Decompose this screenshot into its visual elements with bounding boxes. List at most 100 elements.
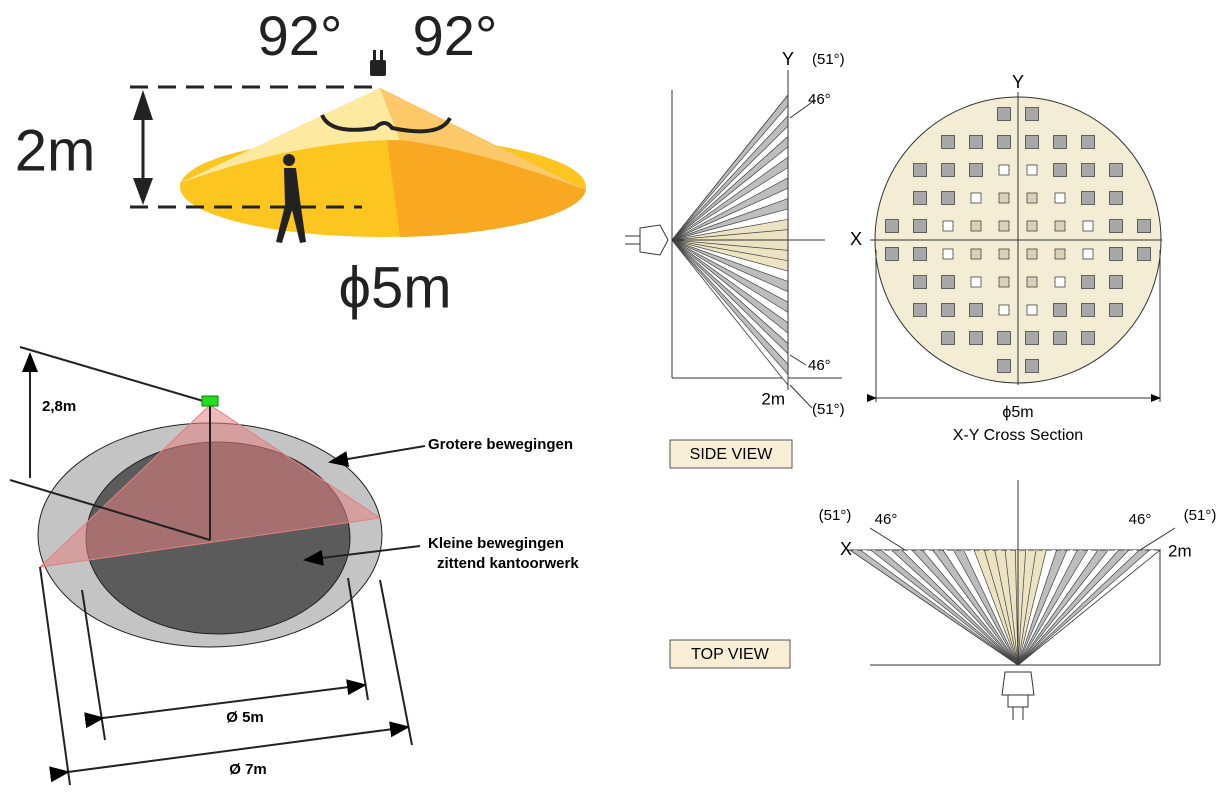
zone-square <box>941 303 955 317</box>
fan-ray <box>1017 549 1109 666</box>
sensor-pins <box>1012 707 1024 720</box>
axis-label: Y <box>1012 72 1024 92</box>
fan-ray <box>671 239 789 282</box>
arrow-heads <box>133 90 153 205</box>
angle-label: (51°) <box>819 507 852 524</box>
zone-square <box>1054 248 1066 260</box>
fan-ray <box>671 239 789 344</box>
zone-label: Kleine bewegingen <box>428 535 564 552</box>
fan-ray <box>1017 549 1027 666</box>
fan-ray <box>671 187 789 241</box>
fan-ray <box>671 239 789 272</box>
zone-square <box>942 248 954 260</box>
fan-ray <box>671 239 789 324</box>
fan-ray <box>671 115 789 241</box>
fan-ray <box>671 239 789 375</box>
fan-ray <box>880 549 1019 666</box>
zone-square <box>913 247 927 261</box>
angle-arc <box>320 114 452 134</box>
fan-ray <box>901 549 1019 666</box>
person <box>276 154 306 243</box>
fan-ray <box>1004 549 1019 666</box>
axis-label: Y <box>782 49 794 69</box>
zone-square <box>1054 276 1066 288</box>
caption-box <box>669 639 791 669</box>
zone-square <box>1137 247 1151 261</box>
zone-square <box>997 135 1011 149</box>
zone-square <box>1054 220 1066 232</box>
fan-ray <box>671 208 789 241</box>
zone-square <box>1026 276 1038 288</box>
line <box>19 346 211 404</box>
iso-diagram: 2,8m Grotere bewegingen Kleine beweginge… <box>9 346 579 786</box>
fan-ray <box>1017 549 1140 666</box>
fan-ray <box>671 239 789 386</box>
fan-ray <box>994 549 1019 666</box>
zone-square <box>997 107 1011 121</box>
fan-ray <box>671 239 789 303</box>
fan-ray <box>671 105 789 241</box>
dimension-line <box>39 566 71 786</box>
fan-ray <box>953 549 1019 666</box>
zone-square <box>1025 135 1039 149</box>
fan-ray <box>932 549 1019 666</box>
zone-square <box>941 331 955 345</box>
diameter-label: ϕ5m <box>338 255 451 320</box>
fan-ray <box>1017 549 1078 666</box>
zone-square <box>941 275 955 289</box>
pointer-arrow <box>328 445 426 467</box>
distance-label: 2m <box>1168 541 1192 560</box>
fan-ray <box>671 136 789 241</box>
fan-ray <box>1017 549 1068 666</box>
fan-ray <box>671 229 789 241</box>
zone-square <box>913 303 927 317</box>
zone-square <box>997 359 1011 373</box>
fan-ray <box>1017 549 1088 666</box>
zone-square <box>941 191 955 205</box>
zone-square <box>1025 331 1039 345</box>
fan-ray <box>671 177 789 241</box>
sensor-icon <box>370 50 386 76</box>
zone-square <box>998 276 1010 288</box>
zone-square <box>997 331 1011 345</box>
caption: X-Y Cross Section <box>953 427 1083 444</box>
zone-square <box>885 247 899 261</box>
fan-ray <box>671 125 789 241</box>
fan-ray <box>973 549 1019 666</box>
zone-square <box>1053 163 1067 177</box>
fan-ray <box>1017 549 1099 666</box>
fan-ray <box>671 239 789 365</box>
angle-label: 92° <box>413 4 498 67</box>
fan-ray <box>671 239 789 262</box>
fan-ray <box>671 239 789 334</box>
zone-square <box>1109 219 1123 233</box>
zone-square <box>969 135 983 149</box>
zone-square <box>998 304 1010 316</box>
side-view <box>625 70 842 469</box>
caption: SIDE VIEW <box>690 446 774 463</box>
zone-square <box>1137 219 1151 233</box>
zone-square <box>1053 303 1067 317</box>
fan-ray <box>870 549 1019 666</box>
zone-square <box>1026 164 1038 176</box>
fan-ray <box>911 549 1019 666</box>
zone-square <box>1109 163 1123 177</box>
axis-label: X <box>850 229 862 249</box>
top-view <box>669 480 1176 720</box>
fan-ray <box>922 549 1019 666</box>
axis-label: X <box>840 539 852 559</box>
zone-square <box>1053 331 1067 345</box>
fan-ray <box>671 167 789 241</box>
angle-label: (51°) <box>812 51 845 68</box>
zone-square <box>1053 135 1067 149</box>
pointer-arrow <box>303 545 421 566</box>
fan-ray <box>1017 549 1150 666</box>
fan-ray <box>671 239 789 355</box>
side-view-labels: Y (51°) 46° 46° 2m (51°) SIDE VIEW <box>690 49 845 463</box>
fan-ray <box>860 549 1019 666</box>
zone-label: zittend kantoorwerk <box>437 555 579 572</box>
diameter-label: ϕ5m <box>1002 404 1033 421</box>
leader <box>789 354 807 366</box>
sensor-pins <box>625 235 640 245</box>
cross-section <box>867 92 1162 402</box>
